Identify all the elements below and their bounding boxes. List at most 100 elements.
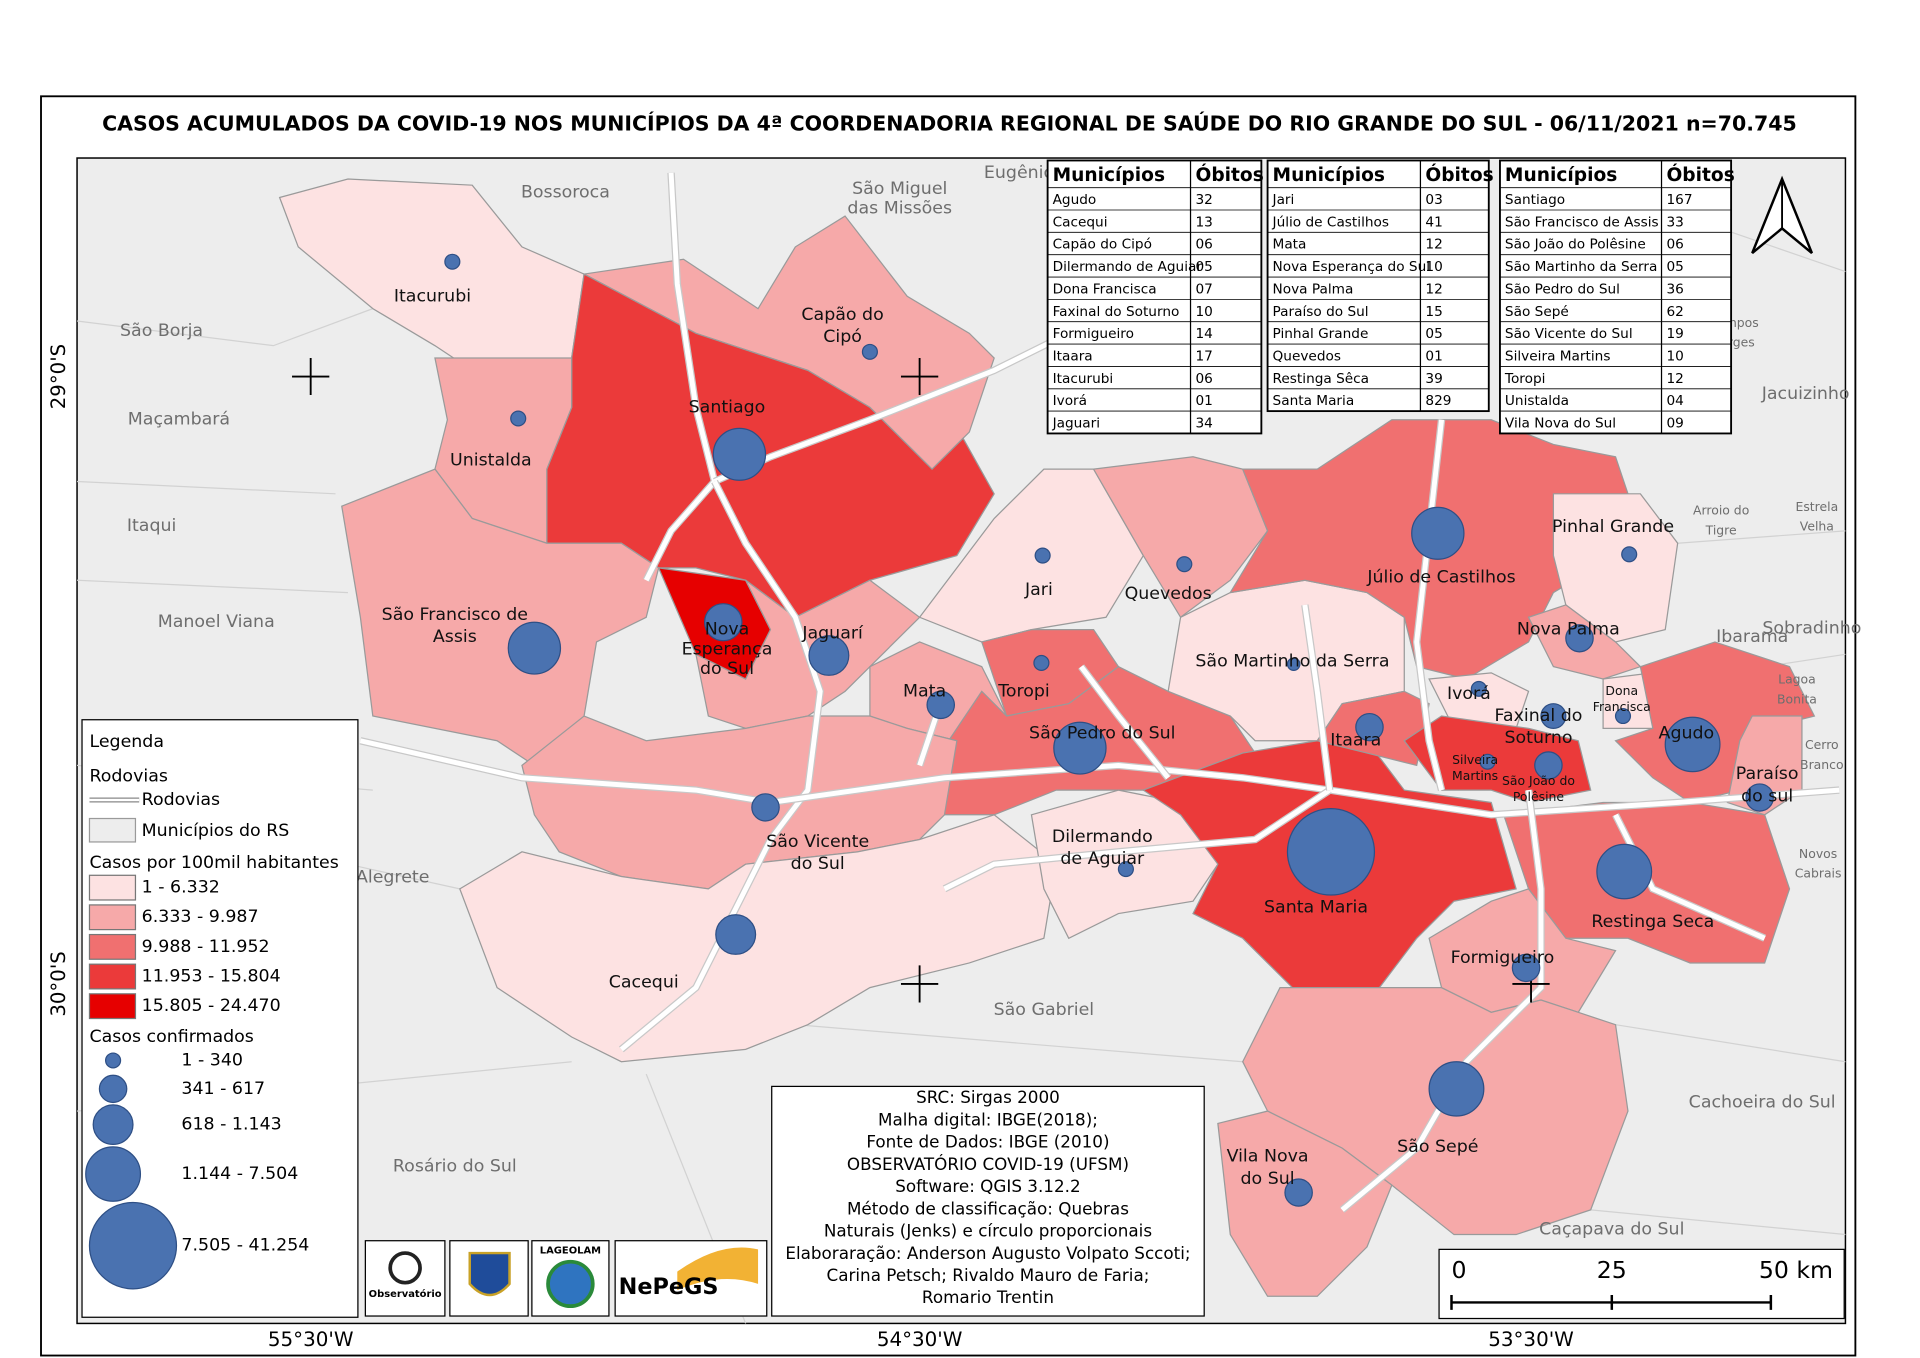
neighbor-label: São Miguel [852,179,947,199]
north-arrow [1751,175,1814,255]
table-cell: 39 [1425,371,1442,387]
legend-item: Rodovias [142,790,220,810]
table-cell: 12 [1666,371,1683,387]
deaths-tables: Municípios Óbitos Agudo 32 Cacequi 13 Capão do… [1046,159,1735,435]
credit-line: SRC: Sirgas 2000 [916,1087,1060,1107]
municipality-label: São Francisco de [382,605,528,625]
table-cell: Toropi [1504,371,1546,387]
case-circle [926,690,956,720]
table-cell: 36 [1666,281,1683,297]
case-circle [1117,861,1134,878]
credit-line: Naturais (Jenks) e círculo proporcionais [824,1221,1152,1241]
neighbor-label: Velha [1800,520,1834,534]
case-circle [1034,547,1051,564]
case-circles [444,253,1774,1207]
municipality-label: Restinga Seca [1591,912,1714,932]
case-circle [1565,624,1594,653]
case-circle [1479,753,1496,770]
logo-text: Observatório [369,1288,442,1300]
table-cell: 07 [1195,281,1212,297]
neighbor-label: Novos [1799,847,1837,861]
case-circle [712,427,767,481]
case-circle [1033,654,1050,671]
legend-circle [85,1146,142,1202]
table-cell: Cacequi [1053,214,1108,230]
table-cell: São Pedro do Sul [1505,281,1620,297]
longitude-label: 53°30'W [1488,1328,1574,1351]
case-circle [444,253,461,270]
road [1414,419,1445,791]
scale-box [1438,1248,1845,1320]
graticule-cross [900,358,939,396]
road [619,480,823,1052]
legend-swatch [88,963,137,990]
longitude-label: 54°30'W [877,1328,963,1351]
case-circle [1284,1178,1313,1207]
legend-item: 618 - 1.143 [181,1115,281,1135]
table-cell: 05 [1666,259,1683,275]
scale-label: 50 km [1759,1256,1833,1284]
case-circle [808,635,850,676]
table-cell: Paraíso do Sul [1273,304,1369,320]
table-cell: 14 [1195,326,1212,342]
legend-item: 1 - 340 [181,1051,243,1071]
table-cell: 829 [1425,393,1451,409]
legend-circle [92,1104,134,1146]
municipality-label: Toropi [997,681,1050,701]
municipality-label: Santiago [689,397,766,417]
municipality-label: Pinhal Grande [1552,517,1674,537]
case-circle [703,603,743,642]
credit-line: Romario Trentin [922,1287,1054,1307]
case-circle [1540,703,1567,729]
table-box [1499,159,1733,435]
municipality-label: Júlio de Castilhos [1366,568,1515,588]
neighbor-label: São Gabriel [994,1000,1095,1020]
road [1340,789,1544,1212]
table-cell: Nova Palma [1273,281,1354,297]
case-circle [751,793,780,822]
map-title: CASOS ACUMULADOS DA COVID-19 NOS MUNICÍP… [102,111,1797,136]
logo-icon [677,1247,759,1291]
neighbor-label: Cerro [1805,738,1839,752]
neighbor-label: Eugênio [984,163,1054,183]
municipality-label: do Sul [791,854,845,874]
municipality-label: Dona [1605,684,1638,698]
municipality-label: Cipó [823,327,862,347]
table-cell: 06 [1195,237,1212,253]
municipality-label: Quevedos [1125,584,1212,604]
table-cell: 12 [1425,281,1442,297]
municipality-label: Capão do [801,305,883,325]
municipality-label: Esperança [682,639,773,659]
graticule-cross [292,358,330,396]
road [643,172,718,582]
municipality-label: São Sepé [1397,1137,1478,1157]
neighbor-label: Tigre [1705,523,1737,537]
table-cell: 62 [1666,304,1683,320]
table-cell: 10 [1195,304,1212,320]
road [943,788,1332,892]
table-cell: Unistalda [1505,393,1569,409]
table-cell: Agudo [1053,192,1097,208]
case-circle [510,410,527,427]
municipality-label: Martins [1452,769,1498,783]
legend-item: 1 - 6.332 [142,878,220,898]
table-header: Municípios [1505,165,1617,186]
neighbor-label: Cabrais [1795,867,1842,881]
table-cell: Santa Maria [1273,393,1355,409]
table-header: Óbitos [1425,162,1493,186]
legend-circle [98,1074,128,1104]
table-cell: Pinhal Grande [1273,326,1369,342]
table-header: Óbitos [1666,162,1734,186]
table-cell: São Vicente do Sul [1505,326,1633,342]
longitude-label: 55°30'W [268,1328,354,1351]
neighbor-label: Jacuizinho [1761,384,1850,404]
municipality-label: Assis [433,627,477,647]
latitude-label: 29°0'S [47,344,70,409]
table-cell: 01 [1195,393,1212,409]
table-header: Municípios [1273,165,1385,186]
municipality-label: São Vicente [766,832,869,852]
table-cell: 32 [1195,192,1212,208]
municipality-label: São Pedro do Sul [1029,723,1175,743]
neighbor-label: Itaqui [127,516,176,536]
case-circle [715,914,757,955]
